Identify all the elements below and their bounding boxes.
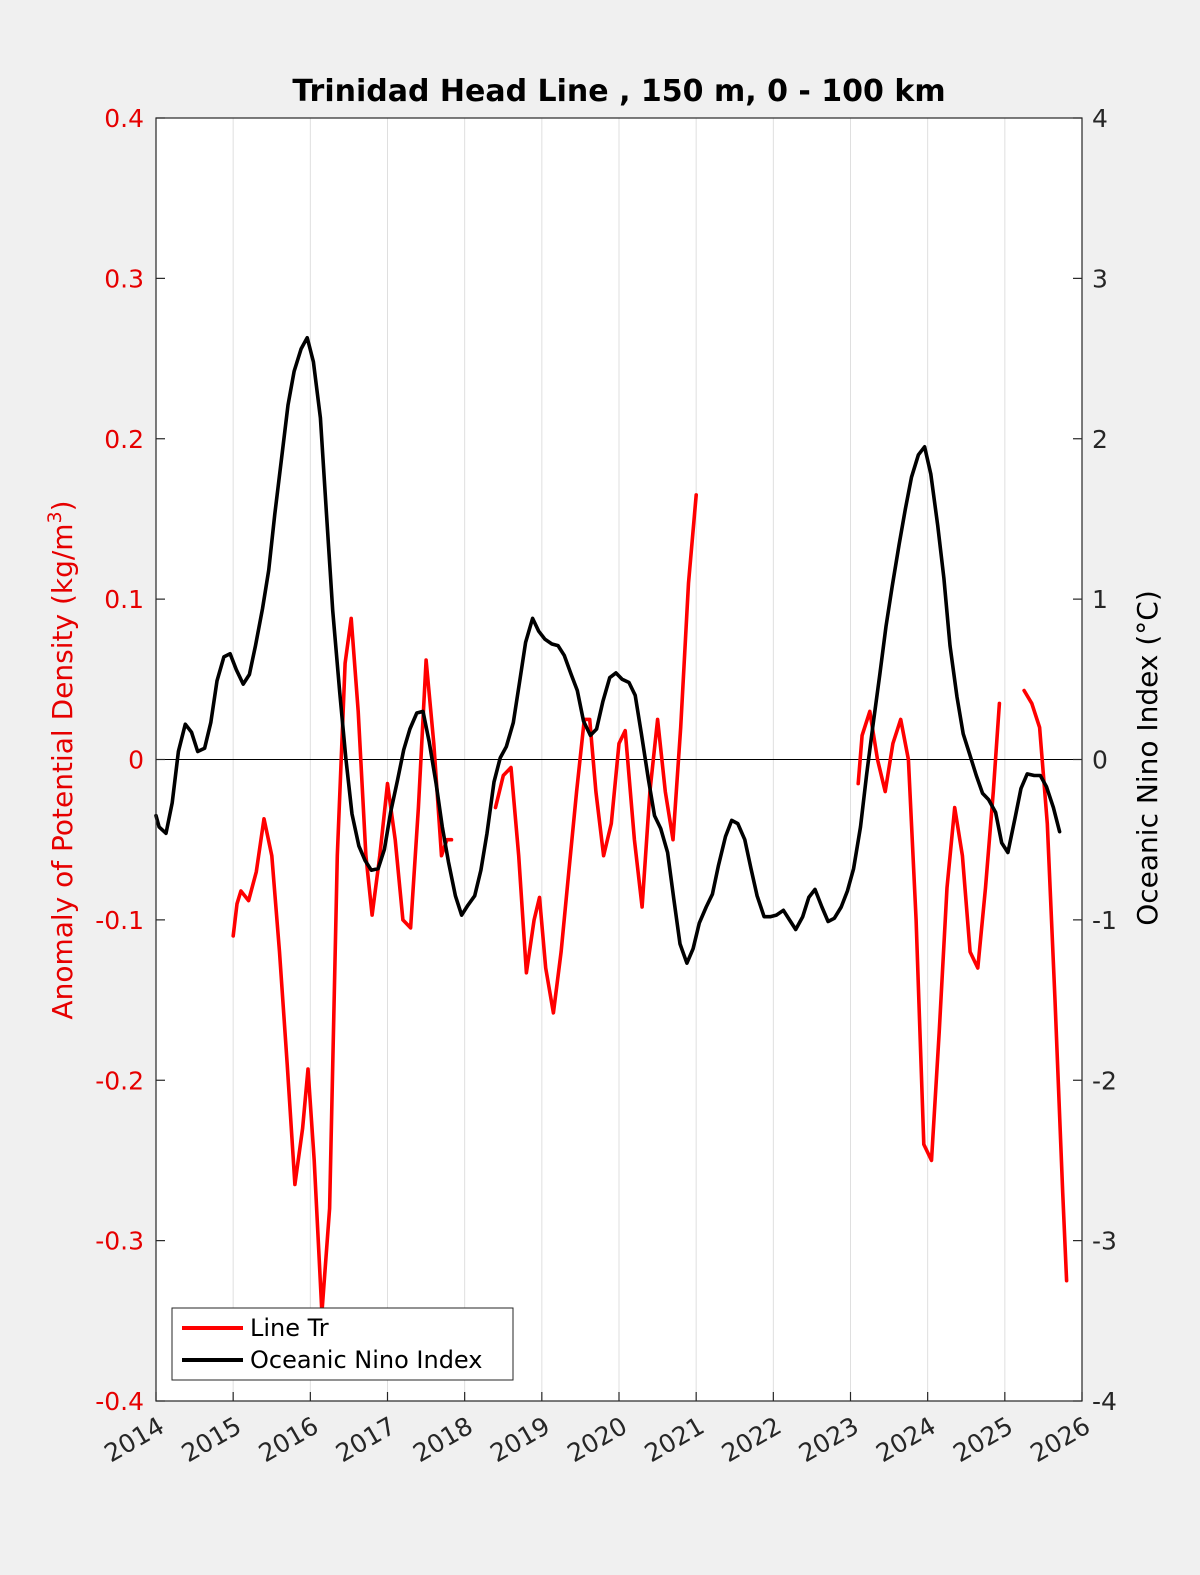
y-left-tick-label--0.2: -0.2 [95, 1066, 144, 1095]
y-left-axis-label-sup: 3 [44, 511, 66, 523]
y-right-tick-label--4: -4 [1092, 1387, 1117, 1416]
y-right-tick-label-4: 4 [1092, 104, 1108, 133]
y-right-tick-label--2: -2 [1092, 1066, 1117, 1095]
x-tick-labels: 2014 2015 2016 2017 2018 2019 2020 2021 2022 2023… [99, 1411, 1095, 1468]
series-line-tr-segment-1 [493, 493, 699, 1015]
y-left-axis-label: Anomaly of Potential Density (kg/m3) [44, 500, 79, 1019]
x-tick-label-2025: 2025 [948, 1411, 1018, 1468]
x-tick-label-2020: 2020 [562, 1411, 632, 1468]
y-left-tick-labels: 0.4 0.3 0.2 0.1 0 -0.1 -0.2 -0.3 -0.4 [95, 104, 144, 1416]
series-layer [154, 335, 1069, 1315]
y-right-tick-label--1: -1 [1092, 906, 1117, 935]
y-right-axis-label: Oceanic Nino Index (°C) [1131, 590, 1164, 926]
x-tick-label-2022: 2022 [717, 1411, 787, 1468]
x-tick-label-2019: 2019 [485, 1411, 555, 1468]
y-left-tick-label--0.3: -0.3 [95, 1227, 144, 1256]
series-oceanic-nino-index-segment-0 [154, 335, 1062, 966]
y-right-tick-labels: 4 3 2 1 0 -1 -2 -3 -4 [1092, 104, 1117, 1416]
x-tick-label-2017: 2017 [331, 1411, 401, 1468]
y-right-tick-label-2: 2 [1092, 425, 1108, 454]
x-tick-label-2018: 2018 [408, 1411, 478, 1468]
y-left-axis-label-close: ) [46, 500, 79, 511]
x-tick-label-2021: 2021 [640, 1411, 710, 1468]
y-left-tick-label--0.1: -0.1 [95, 906, 144, 935]
y-right-tick-label--3: -3 [1092, 1227, 1117, 1256]
y-left-tick-label--0.4: -0.4 [95, 1387, 144, 1416]
y-right-tick-label-0: 0 [1092, 746, 1108, 775]
y-left-tick-label-0.3: 0.3 [104, 264, 144, 293]
series-line-tr-segment-3 [1022, 688, 1069, 1283]
x-tick-label-2023: 2023 [794, 1411, 864, 1468]
series-line-tr-segment-0 [231, 616, 454, 1315]
y-left-tick-label-0: 0 [128, 746, 144, 775]
chart-title: Trinidad Head Line , 150 m, 0 - 100 km [292, 74, 945, 109]
x-tick-label-2024: 2024 [871, 1411, 941, 1468]
y-right-tick-label-1: 1 [1092, 585, 1108, 614]
x-tick-label-2016: 2016 [254, 1411, 324, 1468]
y-left-tick-label-0.2: 0.2 [104, 425, 144, 454]
legend-label-line-tr: Line Tr [250, 1314, 329, 1342]
legend-box [171, 1307, 514, 1381]
y-left-tick-label-0.4: 0.4 [104, 104, 144, 133]
x-tick-label-2014: 2014 [99, 1411, 169, 1468]
ticks [155, 117, 1083, 1402]
y-left-tick-label-0.1: 0.1 [104, 585, 144, 614]
legend-label-oni: Oceanic Nino Index [250, 1346, 482, 1374]
legend: Line Tr Oceanic Nino Index [171, 1307, 514, 1381]
x-tick-label-2015: 2015 [177, 1411, 247, 1468]
series-line-tr-segment-2 [856, 701, 1002, 1163]
y-left-axis-label-main: Anomaly of Potential Density (kg/m [46, 523, 79, 1019]
x-tick-label-2026: 2026 [1025, 1411, 1095, 1468]
y-right-tick-label-3: 3 [1092, 264, 1108, 293]
